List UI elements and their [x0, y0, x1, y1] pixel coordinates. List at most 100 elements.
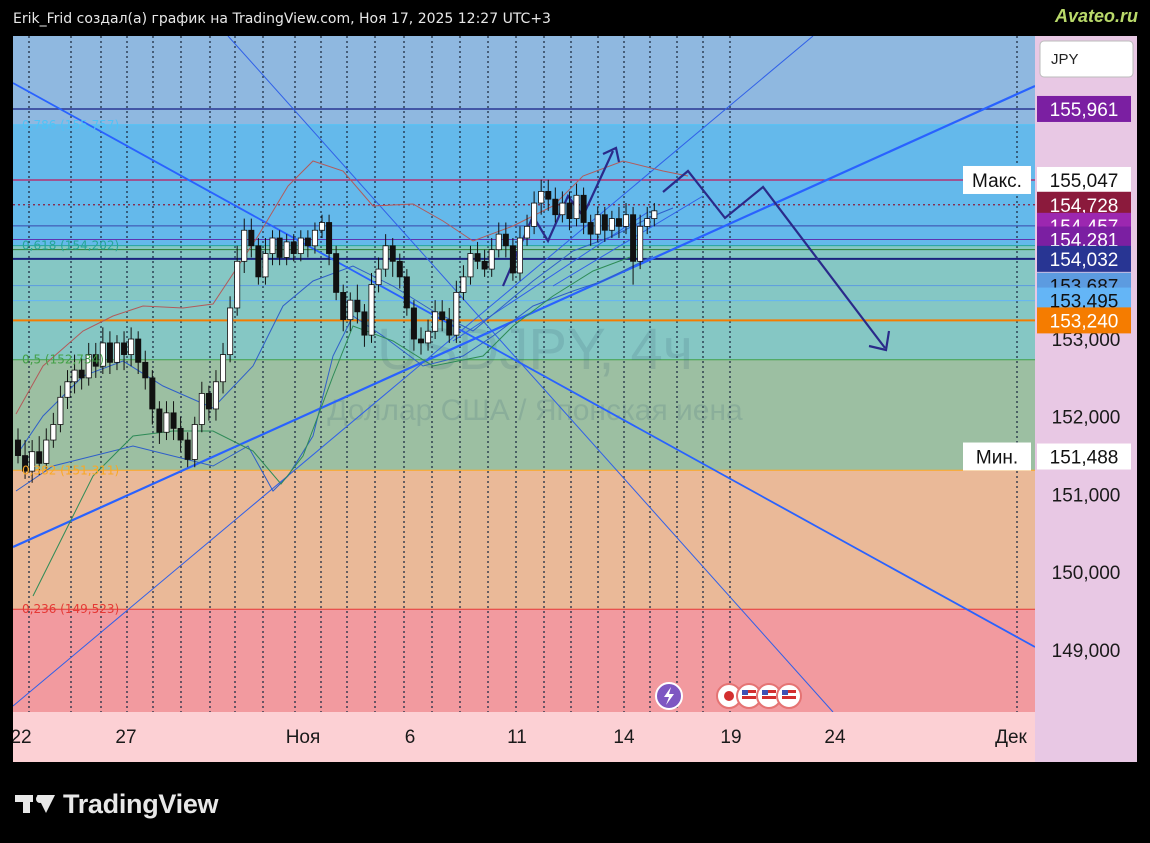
- header-bar: Erik_Frid создал(а) график на TradingVie…: [0, 0, 1150, 36]
- candle: [198, 393, 205, 425]
- candle: [516, 237, 523, 274]
- candle: [311, 229, 318, 247]
- price-axis-label: 153,000: [1052, 330, 1121, 351]
- us-flag-canton: [762, 690, 768, 695]
- time-axis-label: 6: [405, 727, 416, 748]
- price-tag[interactable]: [1037, 166, 1131, 193]
- fib-label: 0,786 (155,757): [22, 118, 119, 132]
- candle: [545, 191, 552, 200]
- candle: [276, 237, 283, 258]
- symbol-box-text: JPY: [1051, 51, 1079, 68]
- candle: [368, 284, 375, 336]
- candle: [85, 354, 92, 379]
- candle: [410, 307, 417, 340]
- watermark-description: Доллар США / Японская иена: [327, 394, 743, 427]
- forecast-arrow-head: [602, 146, 621, 163]
- candle: [99, 342, 106, 367]
- candle: [248, 229, 255, 247]
- time-axis-label: 11: [507, 727, 527, 748]
- candle: [220, 354, 227, 383]
- candle: [566, 202, 573, 219]
- chart-panel[interactable]: USDJPY, 4ч Доллар США / Японская иена 0,…: [13, 36, 1137, 762]
- candle: [121, 342, 128, 355]
- time-axis-label: 24: [824, 727, 846, 748]
- candle: [403, 276, 410, 309]
- envelope-lower: [32, 255, 634, 597]
- price-tag-value: 153,495: [1050, 292, 1119, 313]
- candle: [227, 307, 234, 355]
- chart-author-caption: Erik_Frid создал(а) график на TradingVie…: [13, 11, 551, 27]
- us-flag-stripe: [762, 696, 776, 699]
- candle: [502, 233, 509, 247]
- trend-line[interactable]: [13, 36, 814, 707]
- candle: [36, 451, 43, 464]
- price-axis-label: 149,000: [1052, 641, 1121, 662]
- fib-zone: [13, 124, 1035, 246]
- price-axis-label: 150,000: [1052, 563, 1121, 584]
- tradingview-logo-text: TradingView: [63, 788, 219, 819]
- candle: [319, 222, 326, 231]
- trend-line[interactable]: [13, 82, 1036, 648]
- price-axis-label: 152,000: [1052, 408, 1121, 429]
- candle: [22, 455, 29, 472]
- candle: [559, 202, 566, 216]
- candle: [375, 268, 382, 286]
- candle: [142, 361, 149, 379]
- trend-line[interactable]: [452, 211, 649, 342]
- candle: [149, 377, 156, 410]
- price-tag-caption: Мин.: [976, 448, 1018, 469]
- fib-zone: [13, 470, 1035, 610]
- candle: [92, 354, 99, 367]
- candle: [177, 427, 184, 441]
- trend-line[interactable]: [227, 36, 834, 713]
- candle: [156, 408, 163, 433]
- candle: [43, 439, 50, 464]
- us-flag-icon: [742, 690, 756, 693]
- price-tag[interactable]: [1037, 95, 1131, 122]
- time-axis-label: Ноя: [286, 727, 321, 748]
- us-flag-stripe: [782, 696, 796, 699]
- bollinger-middle: [15, 207, 674, 457]
- candle: [474, 253, 481, 262]
- candle: [135, 338, 142, 363]
- fib-zone: [13, 36, 1035, 125]
- tradingview-logo-icon: [15, 793, 55, 815]
- price-tag[interactable]: [1037, 307, 1131, 334]
- price-axis-background: [1035, 36, 1137, 762]
- fib-label: 0,382 (151,311): [22, 463, 119, 477]
- price-tag-value: 155,047: [1050, 171, 1119, 192]
- japan-flag-icon: [724, 691, 734, 701]
- price-tag[interactable]: [1037, 245, 1131, 272]
- candle: [552, 198, 559, 216]
- chart-canvas[interactable]: USDJPY, 4ч Доллар США / Японская иена 0,…: [13, 36, 1137, 762]
- time-axis-label: 27: [115, 727, 136, 748]
- trend-line[interactable]: [13, 84, 1036, 549]
- candle: [106, 342, 113, 363]
- candle: [495, 233, 502, 251]
- price-tag-caption-box: [963, 165, 1031, 194]
- candle: [651, 210, 658, 219]
- forecast-path-2: [662, 169, 886, 349]
- candle: [396, 260, 403, 278]
- candle: [57, 396, 64, 425]
- forecast-arrow-head: [868, 330, 891, 352]
- candle: [255, 245, 262, 278]
- price-tag-value: 151,488: [1050, 448, 1119, 469]
- lightning-icon: [664, 687, 674, 705]
- time-axis-background: [13, 712, 1035, 762]
- fib-zone: [13, 359, 1035, 471]
- candle: [241, 229, 248, 262]
- trend-line[interactable]: [552, 195, 704, 287]
- price-axis-label: 151,000: [1052, 485, 1121, 506]
- candle: [347, 299, 354, 321]
- us-flag-canton: [742, 690, 748, 695]
- price-tag[interactable]: [1037, 443, 1131, 470]
- candle: [608, 218, 615, 231]
- candle: [170, 412, 177, 429]
- fib-label: 0,236 (149,523): [22, 602, 119, 616]
- tradingview-logo[interactable]: TradingView: [15, 787, 219, 821]
- time-axis-label: 22: [13, 727, 32, 748]
- symbol-box[interactable]: [1039, 40, 1134, 78]
- us-flag-icon: [782, 690, 796, 693]
- price-tag-value: 155,961: [1050, 100, 1119, 121]
